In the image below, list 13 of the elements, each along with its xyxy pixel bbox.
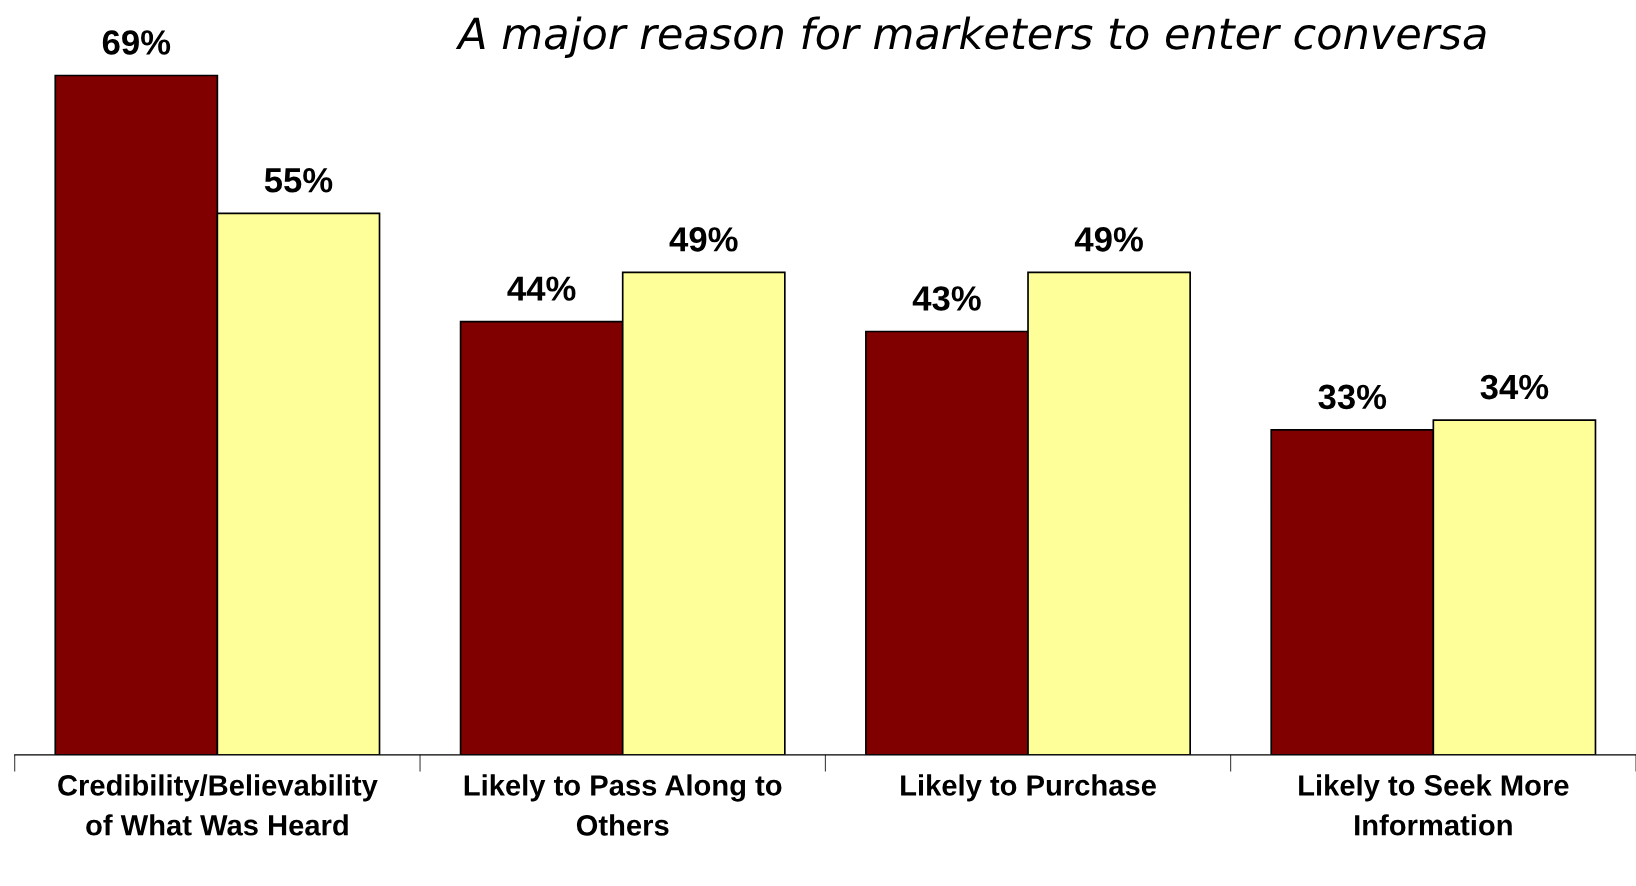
x-tick-label: Likely to Purchase [901, 774, 1156, 802]
data-label: 69% [102, 30, 171, 55]
data-label: 44% [507, 276, 576, 301]
data-label: 34% [1480, 374, 1549, 400]
x-tick-label: Credibility/Believability of What Was Heard [58, 774, 378, 836]
x-tick-label: Likely to Pass Along to Others [464, 774, 782, 836]
data-label: 55% [264, 168, 333, 193]
data-label: 43% [912, 286, 981, 311]
chart-title: A major reason for marketers to enter conversa [455, 16, 1486, 59]
data-label: 49% [1074, 227, 1143, 252]
x-tick-label: Likely to Seek More Information [1299, 774, 1569, 836]
data-label: 49% [669, 227, 738, 252]
data-label: 33% [1318, 384, 1387, 410]
